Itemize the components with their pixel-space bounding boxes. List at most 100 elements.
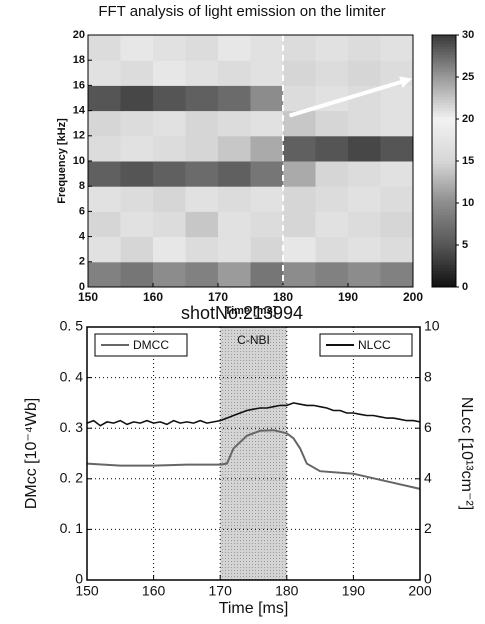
colorbar-strip — [432, 200, 456, 204]
y-tick-label: 0. 3 — [60, 419, 84, 435]
colorbar-strip — [432, 155, 456, 159]
colorbar-strip — [432, 205, 456, 210]
colorbar-strip — [432, 273, 456, 277]
heatmap-cell — [88, 85, 121, 112]
heatmap-cell — [283, 261, 316, 288]
colorbar-strip — [432, 138, 456, 142]
heatmap-cell — [185, 161, 219, 187]
colorbar-strip — [432, 172, 456, 176]
colorbar-strip — [432, 197, 456, 201]
heatmap-cell — [120, 261, 154, 288]
heatmap-cell — [153, 135, 186, 162]
colorbar-strip — [432, 278, 456, 282]
heatmap-cell — [348, 135, 381, 162]
y2-tick-label: 10 — [424, 318, 440, 334]
heatmap-cell — [250, 261, 284, 288]
colorbar-strip — [432, 250, 456, 254]
y-tick-label: 10 — [73, 155, 85, 167]
y2-tick-label: 2 — [424, 520, 432, 536]
heatmap-cell — [185, 60, 219, 86]
heatmap-cell — [315, 211, 349, 238]
heatmap-cell — [218, 186, 251, 212]
heatmap-cell — [88, 60, 121, 86]
colorbar-strip — [432, 163, 456, 168]
x-tick-label: 170 — [208, 290, 228, 304]
heatmap-cell — [380, 236, 414, 263]
colorbar-strip — [432, 43, 456, 47]
colorbar-strip — [432, 270, 456, 274]
colorbar-strip — [432, 239, 456, 243]
colorbar-strip — [432, 222, 456, 226]
colorbar-strip — [432, 51, 456, 56]
heatmap-cell — [250, 211, 284, 238]
heatmap-cell — [315, 261, 349, 288]
colorbar-strip — [432, 267, 456, 271]
heatmap-cell — [120, 85, 154, 112]
colorbar-strip — [432, 74, 456, 78]
x-tick-label: 190 — [342, 583, 366, 599]
heatmap-cell — [153, 60, 186, 86]
colorbar-strip — [432, 124, 456, 128]
heatmap-cell — [218, 60, 251, 86]
heatmap-cell — [153, 211, 186, 238]
line-title: shotNo.213994 — [181, 303, 303, 323]
colorbar-strip — [432, 68, 456, 72]
colorbar-strip — [432, 177, 456, 182]
colorbar-strip — [432, 236, 456, 240]
x-tick-label: 200 — [403, 290, 423, 304]
heatmap-cell — [185, 236, 219, 263]
colorbar-tick-label: 5 — [462, 239, 468, 251]
colorbar-strip — [432, 208, 456, 212]
heatmap-cell — [283, 110, 316, 137]
heatmap-cell — [348, 161, 381, 187]
colorbar-strip — [432, 245, 456, 249]
colorbar-strip — [432, 144, 456, 148]
heatmap-cell — [153, 85, 186, 112]
heatmap-cell — [283, 161, 316, 187]
heatmap-cell — [120, 110, 154, 137]
heatmap-cell — [120, 236, 154, 263]
heatmap-cell — [380, 110, 414, 137]
heatmap-title: FFT analysis of light emission on the li… — [98, 3, 385, 20]
colorbar-strip — [432, 253, 456, 257]
y-tick-label: 16 — [73, 79, 85, 91]
x-tick-label: 160 — [142, 583, 166, 599]
colorbar-strip — [432, 113, 456, 117]
series-line — [86, 429, 421, 490]
colorbar-strip — [432, 149, 456, 154]
y-tick-label: 6 — [79, 205, 85, 217]
heatmap-cell — [153, 35, 186, 61]
x-axis-label: Time [ms] — [225, 305, 277, 317]
x-tick-label: 150 — [78, 290, 98, 304]
heatmap-cell — [250, 186, 284, 212]
colorbar-strip — [432, 256, 456, 260]
heatmap-cell — [88, 236, 121, 263]
y-tick-label: 0 — [75, 571, 83, 587]
colorbar-strip — [432, 228, 456, 232]
colorbar-strip — [432, 211, 456, 215]
colorbar-strip — [432, 231, 456, 235]
colorbar-strip — [432, 186, 456, 190]
heatmap-cell — [250, 236, 284, 263]
heatmap-cell — [283, 186, 316, 212]
colorbar-strip — [432, 116, 456, 120]
colorbar-strip — [432, 189, 456, 193]
heatmap-cell — [88, 186, 121, 212]
heatmap-cell — [88, 211, 121, 238]
heatmap-cell — [120, 60, 154, 86]
heatmap-cell — [315, 35, 349, 61]
colorbar-strip — [432, 242, 456, 246]
x-tick-label: 180 — [273, 290, 293, 304]
legend-label: NLCC — [358, 338, 391, 352]
colorbar-strip — [432, 127, 456, 131]
y-tick-label: 2 — [79, 256, 85, 268]
colorbar-strip — [432, 85, 456, 89]
colorbar-strip — [432, 79, 456, 84]
colorbar-strip — [432, 57, 456, 61]
colorbar-strip — [432, 37, 456, 42]
colorbar-strip — [432, 203, 456, 207]
heatmap-cell — [250, 110, 284, 137]
heatmap-cell — [250, 35, 284, 61]
y-axis-label: DMcc [10⁻⁴Wb] — [23, 398, 40, 509]
x-axis-label: Time [ms] — [219, 600, 289, 617]
